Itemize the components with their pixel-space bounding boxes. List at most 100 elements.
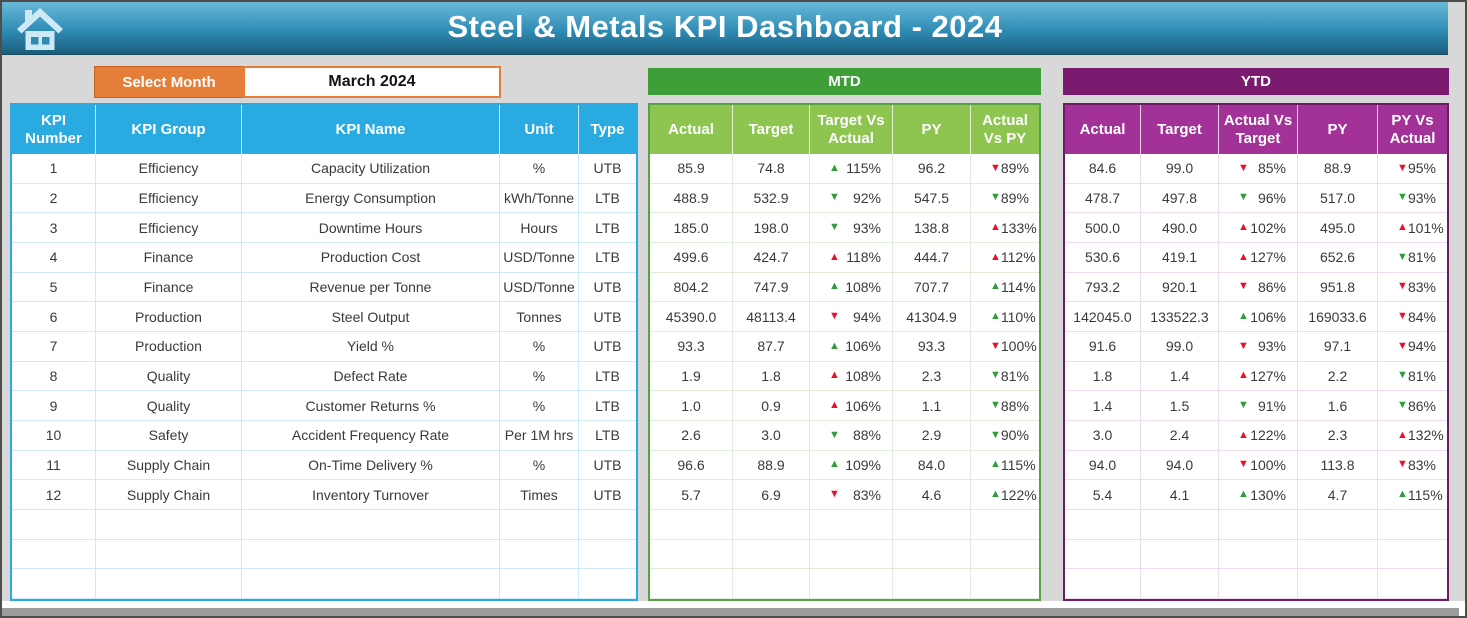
down-arrow-icon: ▼ [1397,250,1408,263]
empty-cell [1298,509,1378,540]
indicator-value: 130% [1250,486,1286,503]
mtd-target-cell: 0.9 [733,391,810,421]
indicator-value: 90% [1000,427,1029,444]
mtd-target-vs-actual-cell: ▲ 108% [810,272,893,303]
ytd-py-cell: 97.1 [1298,331,1378,362]
ytd-py-vs-actual-cell: ▼ 94% [1378,332,1447,362]
empty-cell [579,510,636,540]
indicator-value: 106% [1250,308,1286,325]
kpi-number-cell: 6 [12,302,96,332]
mtd-py-cell: 41304.9 [893,302,971,332]
indicator-value: 83% [852,486,881,503]
mtd-actual-cell: 2.6 [650,420,733,451]
ytd-table: Actual Target Actual Vs Target PY PY Vs … [1063,103,1449,601]
page-title: Steel & Metals KPI Dashboard - 2024 [447,9,1003,44]
ytd-actual-vs-target-cell: ▼ 91% [1219,391,1298,421]
home-icon [16,8,64,55]
mtd-target-cell: 747.9 [733,272,810,303]
kpi-group-cell: Finance [96,242,242,273]
kpi-type-cell: LTB [579,184,636,214]
col-header-mtd-target-vs-actual: Target Vs Actual [810,105,893,154]
indicator-value: 115% [1000,456,1036,473]
indicator-value: 88% [852,427,881,444]
ytd-target-cell: 1.4 [1141,361,1219,392]
empty-cell [810,509,893,540]
up-arrow-icon: ▲ [990,250,1001,263]
col-header-ytd-py: PY [1298,105,1378,154]
up-arrow-icon: ▲ [1238,221,1249,234]
empty-cell [893,539,971,570]
kpi-name-cell: Downtime Hours [242,213,500,243]
mtd-actual-cell: 499.6 [650,242,733,273]
horizontal-scrollbar[interactable] [2,608,1459,616]
kpi-name-cell: Steel Output [242,302,500,332]
kpi-unit-cell: % [500,391,579,421]
kpi-type-cell: UTB [579,451,636,481]
empty-cell [893,569,971,599]
kpi-unit-cell: USD/Tonne [500,272,579,303]
kpi-number-cell: 4 [12,242,96,273]
kpi-number-cell: 3 [12,213,96,243]
mtd-section-header: MTD [648,68,1041,95]
up-arrow-icon: ▲ [829,280,840,293]
ytd-actual-vs-target-cell: ▼ 86% [1219,272,1298,303]
down-arrow-icon: ▼ [829,310,840,323]
ytd-actual-cell: 91.6 [1065,331,1141,362]
mtd-py-cell: 138.8 [893,213,971,243]
indicator-value: 86% [1407,397,1436,414]
empty-cell [650,539,733,570]
mtd-py-cell: 2.9 [893,420,971,451]
ytd-py-cell: 88.9 [1298,154,1378,184]
kpi-group-cell: Supply Chain [96,480,242,510]
mtd-py-cell: 84.0 [893,450,971,481]
up-arrow-icon: ▲ [1238,369,1249,382]
empty-cell [1378,569,1447,599]
empty-cell [810,539,893,570]
down-arrow-icon: ▼ [990,399,1001,412]
mtd-target-vs-actual-cell: ▲ 118% [810,242,893,273]
mtd-actual-cell: 5.7 [650,480,733,510]
kpi-name-cell: On-Time Delivery % [242,450,500,481]
mtd-target-vs-actual-cell: ▲ 106% [810,391,893,421]
mtd-target-vs-actual-cell: ▼ 83% [810,480,893,510]
home-button[interactable] [16,7,64,51]
mtd-target-vs-actual-cell: ▲ 106% [810,331,893,362]
ytd-target-cell: 920.1 [1141,272,1219,303]
col-header-ytd-target: Target [1141,105,1219,154]
empty-cell [1141,539,1219,570]
select-month-button[interactable]: Select Month [94,66,244,98]
kpi-group-cell: Supply Chain [96,450,242,481]
ytd-actual-cell: 5.4 [1065,480,1141,510]
ytd-py-cell: 4.7 [1298,480,1378,510]
indicator-value: 86% [1257,278,1286,295]
selected-month-value[interactable]: March 2024 [243,66,501,98]
down-arrow-icon: ▼ [1238,458,1249,471]
ytd-py-cell: 1.6 [1298,391,1378,421]
kpi-number-cell: 11 [12,450,96,481]
ytd-py-cell: 2.2 [1298,361,1378,392]
kpi-unit-cell: % [500,154,579,184]
up-arrow-icon: ▲ [1238,488,1249,501]
kpi-unit-cell: Tonnes [500,302,579,332]
mtd-target-vs-actual-cell: ▼ 88% [810,420,893,451]
down-arrow-icon: ▼ [1397,191,1408,204]
ytd-target-cell: 490.0 [1141,213,1219,243]
ytd-py-vs-actual-cell: ▲ 101% [1378,213,1447,243]
kpi-group-cell: Production [96,331,242,362]
kpi-type-cell: LTB [579,213,636,243]
empty-cell [1378,540,1447,570]
up-arrow-icon: ▲ [829,458,840,471]
indicator-value: 96% [1257,189,1286,206]
indicator-value: 106% [845,338,881,355]
empty-cell [733,569,810,599]
kpi-group-cell: Quality [96,361,242,392]
mtd-actual-vs-py-cell: ▼ 81% [971,362,1039,392]
kpi-number-cell: 12 [12,480,96,510]
ytd-target-cell: 2.4 [1141,420,1219,451]
indicator-value: 93% [1407,189,1436,206]
down-arrow-icon: ▼ [990,339,1001,352]
kpi-name-cell: Yield % [242,331,500,362]
ytd-py-vs-actual-cell: ▼ 84% [1378,302,1447,332]
indicator-value: 89% [1000,189,1029,206]
up-arrow-icon: ▲ [1238,250,1249,263]
